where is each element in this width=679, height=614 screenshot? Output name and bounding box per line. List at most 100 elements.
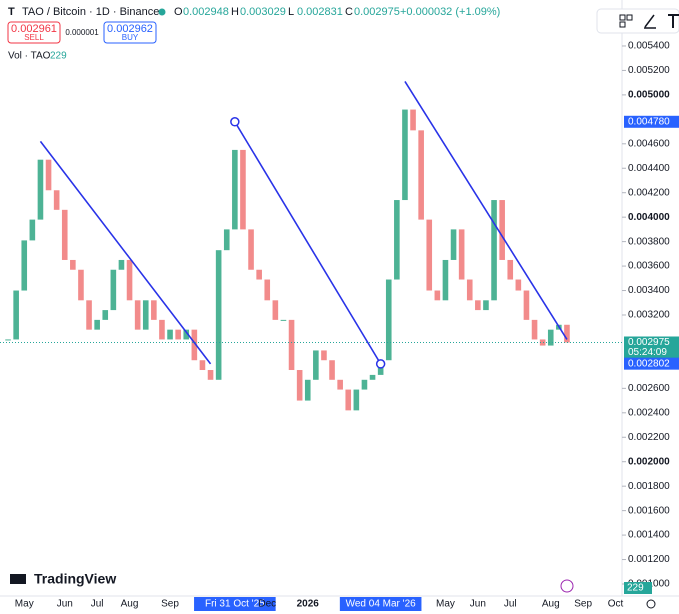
sell-price[interactable]: 0.002961 xyxy=(11,23,57,35)
candle xyxy=(499,200,505,260)
trendline xyxy=(404,81,568,340)
status-dot xyxy=(158,8,166,16)
ohlc-value: 0.002948 xyxy=(183,6,229,18)
candle xyxy=(256,269,262,280)
tool-icon[interactable] xyxy=(626,14,633,21)
volume-tag-label: 229 xyxy=(627,583,644,594)
y-tick-label: 0.004400 xyxy=(628,163,670,174)
buy-price[interactable]: 0.002962 xyxy=(107,23,153,35)
y-tick-label: 0.003400 xyxy=(628,285,670,296)
candle xyxy=(515,279,522,291)
y-tick-label: 0.002000 xyxy=(628,456,670,467)
y-tick-label: 0.003200 xyxy=(628,310,670,321)
draw-icon[interactable] xyxy=(644,14,656,29)
buy-label[interactable]: BUY xyxy=(122,33,139,42)
x-tick-label: 2026 xyxy=(297,599,320,610)
event-icon[interactable] xyxy=(560,579,574,593)
candle xyxy=(94,319,100,330)
candle xyxy=(134,300,141,330)
y-tick-label: 0.002200 xyxy=(628,432,670,443)
candle xyxy=(70,259,76,270)
price-tag-label: 0.002802 xyxy=(628,358,670,369)
vol-value: 229 xyxy=(50,51,67,62)
x-tick-label: May xyxy=(15,599,34,610)
y-tick-label: 0.005000 xyxy=(628,90,670,101)
ohlc-value: 0.003029 xyxy=(240,6,286,18)
y-tick-label: 0.001400 xyxy=(628,530,670,541)
trendline-handle xyxy=(230,117,240,127)
sell-button[interactable] xyxy=(7,21,61,44)
candle xyxy=(483,300,489,311)
y-tick-label: 0.001200 xyxy=(628,554,670,565)
toolbar xyxy=(596,8,679,34)
candle xyxy=(466,279,473,301)
candle xyxy=(102,310,109,320)
symbol: TAO / Bitcoin · 1D · Binance xyxy=(22,6,159,18)
candle xyxy=(215,250,222,380)
x-tick-label: Aug xyxy=(542,599,560,610)
change: +0.000032 (+1.09%) xyxy=(400,6,500,18)
x-tick-label: Oct xyxy=(608,599,624,610)
candle xyxy=(539,339,546,346)
candle xyxy=(5,339,11,341)
candle xyxy=(410,109,416,131)
x-tick-label: Jun xyxy=(57,599,73,610)
x-tick-label: Jul xyxy=(504,599,517,610)
candle xyxy=(29,219,36,241)
candle xyxy=(475,300,481,311)
candle xyxy=(183,329,190,340)
ohlc-key: L xyxy=(288,6,294,18)
candle xyxy=(21,240,28,291)
price-tag xyxy=(624,115,679,128)
ohlc-key: H xyxy=(231,6,239,18)
x-tick-label: May xyxy=(436,599,455,610)
candle xyxy=(329,360,335,380)
y-tick-label: 0.003600 xyxy=(628,261,670,272)
ohlc-value: 0.002975 xyxy=(354,6,400,18)
candle xyxy=(450,229,457,260)
x-tick-label: Jul xyxy=(91,599,104,610)
candle xyxy=(126,259,133,301)
candle xyxy=(442,259,449,301)
y-tick-label: 0.004200 xyxy=(628,187,670,198)
candle xyxy=(37,159,44,220)
trendline-handle xyxy=(375,359,386,369)
candle xyxy=(402,109,408,201)
x-tick-label: Fri 31 Oct '25 xyxy=(205,599,265,610)
y-tick-label: 0.002400 xyxy=(628,407,670,418)
logo-text: TradingView xyxy=(34,571,116,587)
candle xyxy=(361,379,368,390)
candle xyxy=(345,389,352,411)
candle xyxy=(159,319,165,340)
vol-label: Vol · TAO xyxy=(8,51,51,62)
candle xyxy=(507,259,514,280)
tool-icon[interactable] xyxy=(619,14,626,21)
candle xyxy=(118,259,125,270)
candle xyxy=(547,329,554,346)
tool-icon[interactable] xyxy=(619,21,626,28)
price-tag-sublabel: 05:24:09 xyxy=(628,347,667,358)
buy-button[interactable] xyxy=(103,21,157,44)
candle xyxy=(280,319,287,321)
crosshair-label-bg xyxy=(339,597,422,611)
sell-label[interactable]: SELL xyxy=(24,33,44,42)
x-tick-label: Sep xyxy=(574,599,592,610)
volume-tag xyxy=(624,582,652,594)
x-tick-label: Sep xyxy=(161,599,179,610)
candle xyxy=(564,324,570,343)
candle xyxy=(248,229,254,270)
x-tick-label: Wed 04 Mar '26 xyxy=(346,599,417,610)
candle xyxy=(191,329,198,361)
x-tick-label: Dec xyxy=(258,599,276,610)
candle xyxy=(523,290,530,320)
y-tick-label: 0.004600 xyxy=(628,138,670,149)
text-icon[interactable] xyxy=(668,14,679,28)
logo-t: T xyxy=(8,6,15,18)
candle xyxy=(167,329,173,340)
trendline xyxy=(234,121,382,365)
settings-icon[interactable] xyxy=(646,599,656,609)
candle xyxy=(199,360,206,371)
candle xyxy=(264,279,271,301)
candle xyxy=(458,229,465,280)
